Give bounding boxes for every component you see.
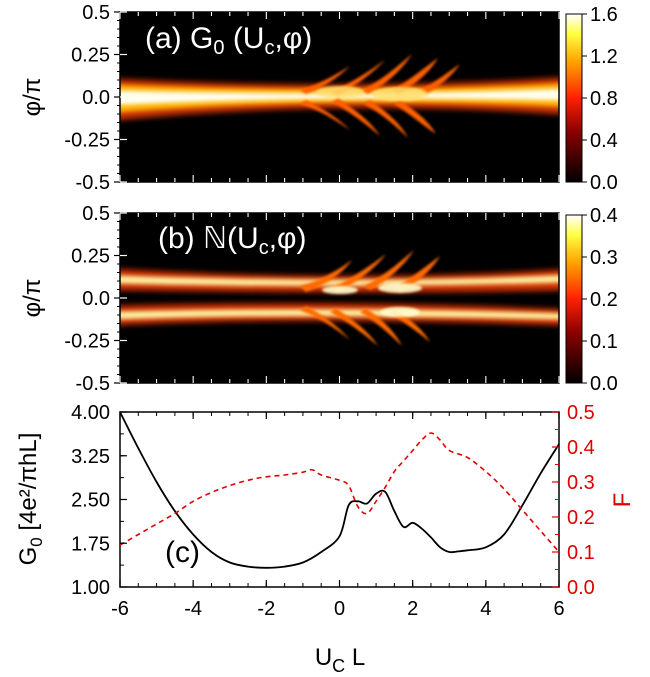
colorbar-tick-label: 0.2 xyxy=(590,289,618,311)
colorbar-tick-label: 0.8 xyxy=(590,88,618,110)
yaxis-c-left: 4.00 3.25 2.50 1.75 1.00 xyxy=(71,402,127,599)
panel-c: 4.003.252.501.751.00 0.50.40.30.20.10.0 … xyxy=(15,402,636,676)
ylabel-c-right: F xyxy=(609,493,636,508)
colorbar-b-ticks: 0.4 0.3 0.2 0.1 0.0 xyxy=(582,205,618,395)
xtick-label: -6 xyxy=(111,598,129,620)
ytick-right-label: 0.2 xyxy=(567,507,595,529)
xtick-label: -2 xyxy=(257,598,275,620)
colorbar-b xyxy=(565,214,583,384)
ytick-left-label: 1.00 xyxy=(71,577,110,599)
series-g0-line xyxy=(120,412,559,569)
ytick-label: 0.5 xyxy=(82,2,110,24)
ytick-left-label: 4.00 xyxy=(71,402,110,424)
ytick-left-label: 1.75 xyxy=(71,533,110,555)
ytick-label: -0.25 xyxy=(64,331,110,353)
xtick-label: 6 xyxy=(553,598,564,620)
ytick-right-label: 0.1 xyxy=(567,542,595,564)
ytick-label: -0.5 xyxy=(76,373,110,395)
yaxis-a: 0.5 0.25 0.0 -0.25 -0.5 xyxy=(64,2,127,194)
xaxis-b-ticks xyxy=(119,213,560,383)
colorbar-tick-label: 0.0 xyxy=(590,172,618,194)
panel-a-title: (a) G0 (Uc,φ) xyxy=(145,22,312,59)
yaxis-b: 0.5 0.25 0.0 -0.25 -0.5 xyxy=(64,203,127,395)
ytick-label: 0.0 xyxy=(82,288,110,310)
panel-b: 0.50.250.0-0.25-0.5 φ/π (b) ℕ(Uc,φ) 0.40… xyxy=(19,203,618,395)
ytick-label: -0.5 xyxy=(76,172,110,194)
xtick-label: 2 xyxy=(407,598,418,620)
panel-a: 0.5 0.25 0.0 -0.25 -0.5 φ/π (a) G0 (Uc,φ) 1.… xyxy=(19,2,618,194)
colorbar-a xyxy=(565,13,583,183)
ytick-label: 0.25 xyxy=(71,45,110,67)
ytick-label: 0.0 xyxy=(82,87,110,109)
ylabel-a: φ/π xyxy=(19,78,46,117)
ytick-label: -0.25 xyxy=(64,130,110,152)
ylabel-b: φ/π xyxy=(19,279,46,318)
colorbar-tick-label: 0.1 xyxy=(590,331,618,353)
heatmap-a-features xyxy=(120,54,559,138)
xaxis-c: -6 -4 -2 0 2 4 6 xyxy=(111,412,565,620)
colorbar-a-ticks: 1.6 1.2 0.8 0.4 0.0 xyxy=(582,4,618,194)
panel-b-title: (b) ℕ(Uc,φ) xyxy=(158,222,306,259)
ytick-right-label: 0.5 xyxy=(567,402,595,424)
yaxis-c-right: 0.5 0.4 0.3 0.2 0.1 0.0 xyxy=(552,402,595,599)
colorbar-tick-label: 1.2 xyxy=(590,46,618,68)
ytick-label: 0.25 xyxy=(71,246,110,268)
xaxis-a-ticks xyxy=(119,12,560,182)
heatmap-b-background xyxy=(120,213,559,383)
ylabel-c-left: G0 [4e²/πhL] xyxy=(15,433,46,566)
ytick-right-label: 0.3 xyxy=(567,472,595,494)
ytick-label: 0.5 xyxy=(82,203,110,225)
ytick-left-label: 3.25 xyxy=(71,446,110,468)
series-f-line xyxy=(120,432,559,553)
xtick-label: 0 xyxy=(334,598,345,620)
xtick-label: 4 xyxy=(480,598,491,620)
plot-c-frame xyxy=(119,411,560,588)
colorbar-tick-label: 0.4 xyxy=(590,205,618,227)
colorbar-tick-label: 0.3 xyxy=(590,247,618,269)
xlabel-c: UC L xyxy=(315,644,365,676)
heatmap-b-features xyxy=(120,250,559,346)
ytick-left-label: 2.50 xyxy=(71,490,110,512)
colorbar-tick-label: 1.6 xyxy=(590,4,618,26)
xtick-label: -4 xyxy=(184,598,202,620)
panel-c-label: (c) xyxy=(165,536,200,569)
ytick-right-label: 0.0 xyxy=(567,577,595,599)
colorbar-tick-label: 0.0 xyxy=(590,373,618,395)
colorbar-tick-label: 0.4 xyxy=(590,130,618,152)
ytick-right-label: 0.4 xyxy=(567,437,595,459)
